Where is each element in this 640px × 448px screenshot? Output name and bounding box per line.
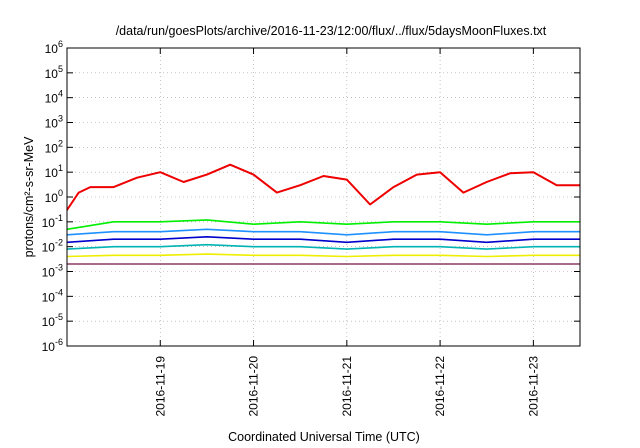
y-tick-base: 10 <box>45 67 59 81</box>
y-tick-exponent: 4 <box>58 89 63 99</box>
y-tick-labels: 10610510410310210110010-110-210-310-410-… <box>42 39 63 354</box>
y-tick-label: 104 <box>45 89 63 106</box>
y-tick-label: 102 <box>45 138 63 155</box>
y-tick-base: 10 <box>45 117 59 131</box>
grid <box>67 47 580 347</box>
x-tick-label: 2016-11-20 <box>247 356 261 417</box>
y-tick-exponent: -6 <box>55 337 63 347</box>
y-tick-exponent: -2 <box>55 238 63 248</box>
y-tick-label: 10-2 <box>42 238 63 255</box>
y-tick-base: 10 <box>42 216 56 230</box>
y-tick-exponent: 1 <box>58 163 63 173</box>
y-tick-base: 10 <box>45 92 59 106</box>
y-tick-exponent: -1 <box>55 213 63 223</box>
y-tick-base: 10 <box>45 166 59 180</box>
y-tick-base: 10 <box>45 42 59 56</box>
y-tick-base: 10 <box>42 241 56 255</box>
y-tick-label: 101 <box>45 163 63 180</box>
y-tick-base: 10 <box>42 340 56 354</box>
y-axis-label: protons/cm²-s-sr-MeV <box>22 136 36 258</box>
x-tick-label: 2016-11-23 <box>526 356 540 417</box>
y-tick-base: 10 <box>42 315 56 329</box>
y-tick-base: 10 <box>42 290 56 304</box>
y-tick-label: 10-4 <box>42 287 63 304</box>
series-line <box>66 236 580 244</box>
y-tick-base: 10 <box>45 141 59 155</box>
y-tick-exponent: 3 <box>58 114 63 124</box>
x-tick-label: 2016-11-21 <box>340 356 354 417</box>
y-tick-exponent: 0 <box>58 188 63 198</box>
y-tick-base: 10 <box>42 266 56 280</box>
y-tick-exponent: -3 <box>55 263 63 273</box>
y-tick-label: 10-3 <box>42 263 63 280</box>
y-tick-base: 10 <box>45 191 59 205</box>
y-tick-exponent: -4 <box>55 287 63 297</box>
x-axis-label: Coordinated Universal Time (UTC) <box>228 430 420 444</box>
x-tick-label: 2016-11-19 <box>153 356 167 417</box>
chart-title: /data/run/goesPlots/archive/2016-11-23/1… <box>116 24 547 38</box>
y-tick-label: 103 <box>45 114 63 131</box>
y-tick-exponent: 2 <box>58 138 63 148</box>
x-tick-label: 2016-11-22 <box>433 356 447 417</box>
y-tick-label: 10-1 <box>42 213 63 230</box>
series-line <box>66 228 580 236</box>
plot-frame <box>66 47 581 347</box>
series-line <box>66 163 580 211</box>
y-tick-label: 105 <box>45 64 63 81</box>
y-tick-label: 10-6 <box>42 337 63 354</box>
series-line <box>66 243 580 250</box>
y-tick-label: 10-5 <box>42 312 63 329</box>
series-line <box>66 253 580 258</box>
y-tick-exponent: -5 <box>55 312 63 322</box>
y-tick-label: 106 <box>45 39 63 56</box>
y-tick-exponent: 5 <box>58 64 63 74</box>
series-line <box>66 219 580 231</box>
y-tick-label: 100 <box>45 188 63 205</box>
y-tick-exponent: 6 <box>58 39 63 49</box>
x-tick-labels: 2016-11-19 2016-11-20 2016-11-21 2016-11-22… <box>153 356 540 417</box>
series-group <box>66 163 580 265</box>
